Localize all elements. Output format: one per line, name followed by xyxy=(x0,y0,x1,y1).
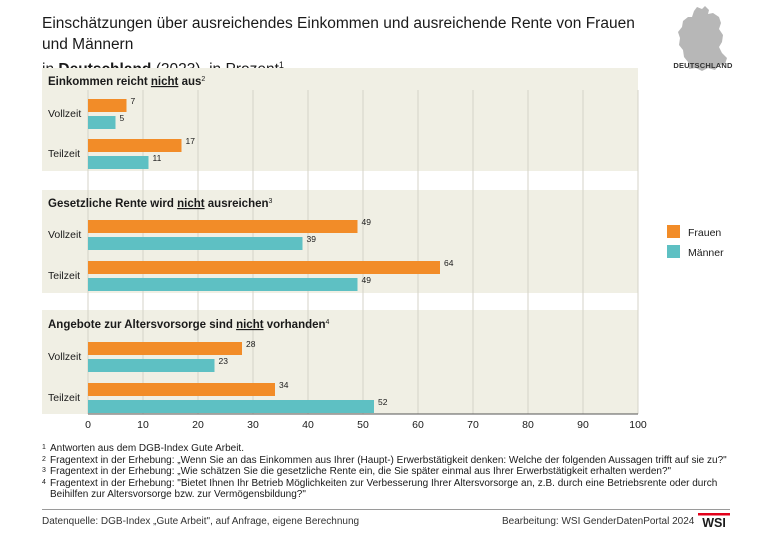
legend-label-männer: Männer xyxy=(688,247,724,259)
value-label-maenner: 39 xyxy=(307,234,317,244)
legend-label-frauen: Frauen xyxy=(688,227,721,239)
wsi-logo: WSI xyxy=(698,513,730,528)
title-line-1: Einschätzungen über ausreichendes Einkom… xyxy=(42,15,635,53)
value-label-maenner: 5 xyxy=(120,113,125,123)
footnote-number: 2 xyxy=(42,455,46,463)
x-tick-label-90: 90 xyxy=(577,419,589,431)
bar-maenner xyxy=(88,116,116,129)
footnote-number: 3 xyxy=(42,467,46,474)
x-tick-label-100: 100 xyxy=(629,419,647,431)
row-label-vollzeit: Vollzeit xyxy=(48,351,81,363)
footnote-text: Fragentext in der Erhebung: "Bietet Ihne… xyxy=(50,477,718,501)
footnote-number: 1 xyxy=(42,444,46,451)
map-label: DEUTSCHLAND xyxy=(673,61,733,70)
value-label-maenner: 52 xyxy=(378,397,388,407)
row-label-teilzeit: Teilzeit xyxy=(48,148,80,160)
group-title-3: Angebote zur Altersvorsorge sind nicht v… xyxy=(48,319,330,331)
footer-divider xyxy=(42,509,730,510)
group-title-1: Einkommen reicht nicht aus2 xyxy=(48,76,205,88)
bar-frauen xyxy=(88,99,127,112)
footnote-text: Fragentext in der Erhebung: „Wenn Sie an… xyxy=(50,454,727,466)
row-label-vollzeit: Vollzeit xyxy=(48,108,81,120)
bar-frauen xyxy=(88,342,242,355)
footnote-number: 4 xyxy=(42,478,46,486)
data-source: Datenquelle: DGB-Index „Gute Arbeit", au… xyxy=(42,516,360,527)
value-label-frauen: 17 xyxy=(186,136,196,146)
bar-maenner xyxy=(88,278,358,291)
germany-map-icon xyxy=(678,6,727,71)
x-tick-label-50: 50 xyxy=(357,419,369,431)
x-tick-label-60: 60 xyxy=(412,419,424,431)
value-label-frauen: 64 xyxy=(444,258,454,268)
footnotes: 1 Antworten aus dem DGB-Index Gute Arbeit… xyxy=(42,443,732,501)
wsi-logo-text: WSI xyxy=(702,516,726,528)
row-label-vollzeit: Vollzeit xyxy=(48,229,81,241)
footnote-3: 3 Fragentext in der Erhebung: „Wie schätz… xyxy=(42,466,732,478)
value-label-maenner: 49 xyxy=(362,275,372,285)
legend-swatch-frauen xyxy=(667,225,680,238)
credit-text: Bearbeitung: WSI GenderDatenPortal 2024 xyxy=(502,516,695,527)
bar-chart: Einkommen reicht nicht aus2 Vollzeit 75 Tei… xyxy=(42,68,724,431)
legend-swatch-männer xyxy=(667,245,680,258)
value-label-frauen: 49 xyxy=(362,217,372,227)
panel-background-1 xyxy=(42,68,638,171)
bar-maenner xyxy=(88,237,303,250)
value-label-frauen: 7 xyxy=(131,96,136,106)
bar-frauen xyxy=(88,261,440,274)
x-tick-label-0: 0 xyxy=(85,419,91,431)
bar-maenner xyxy=(88,156,149,169)
footnote-1: 1 Antworten aus dem DGB-Index Gute Arbeit… xyxy=(42,443,732,455)
value-label-maenner: 23 xyxy=(219,356,229,366)
x-tick-label-10: 10 xyxy=(137,419,149,431)
bar-maenner xyxy=(88,359,215,372)
bar-frauen xyxy=(88,220,358,233)
x-tick-label-70: 70 xyxy=(467,419,479,431)
footnote-text: Antworten aus dem DGB-Index Gute Arbeit. xyxy=(50,443,244,454)
footnote-4: 4 Fragentext in der Erhebung: "Bietet Ihn… xyxy=(42,478,732,501)
footnote-text: Fragentext in der Erhebung: „Wie schätze… xyxy=(50,466,672,477)
x-tick-label-40: 40 xyxy=(302,419,314,431)
x-tick-label-30: 30 xyxy=(247,419,259,431)
value-label-frauen: 34 xyxy=(279,380,289,390)
value-label-maenner: 11 xyxy=(153,153,162,163)
row-label-teilzeit: Teilzeit xyxy=(48,270,80,282)
footnote-2: 2 Fragentext in der Erhebung: „Wenn Sie a… xyxy=(42,455,732,467)
x-tick-label-20: 20 xyxy=(192,419,204,431)
title-footnote-ref: 1 xyxy=(278,60,284,70)
value-label-frauen: 28 xyxy=(246,339,256,349)
row-label-teilzeit: Teilzeit xyxy=(48,392,80,404)
bar-frauen xyxy=(88,383,275,396)
bar-maenner xyxy=(88,400,374,413)
x-tick-label-80: 80 xyxy=(522,419,534,431)
group-title-2: Gesetzliche Rente wird nicht ausreichen3 xyxy=(48,198,273,210)
bar-frauen xyxy=(88,139,182,152)
